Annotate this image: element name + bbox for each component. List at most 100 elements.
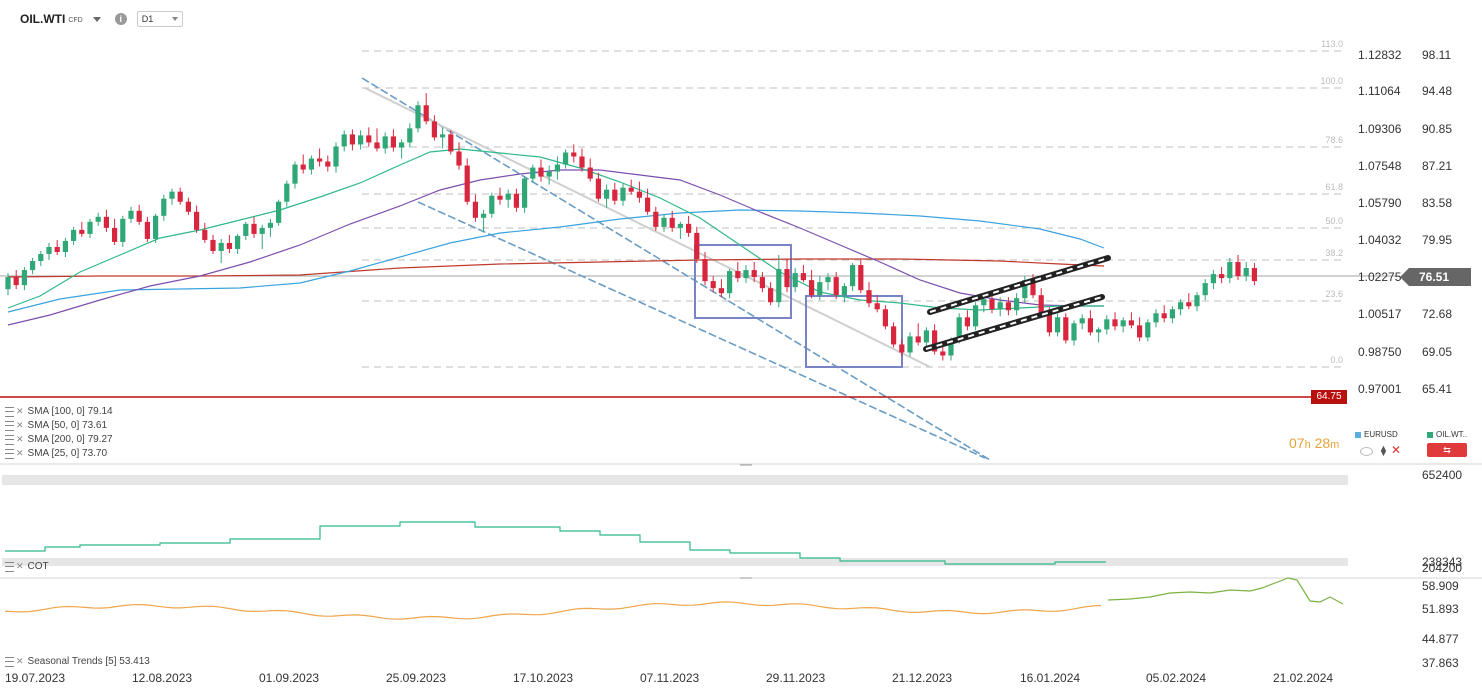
- swap-button[interactable]: ⇆: [1427, 443, 1467, 457]
- candle-body: [202, 229, 208, 240]
- candle-body: [686, 223, 692, 233]
- candle-body: [472, 201, 478, 218]
- date-tick: 25.09.2023: [386, 671, 446, 685]
- candle-body: [669, 217, 675, 228]
- close-icon[interactable]: ✕: [16, 448, 24, 458]
- current-price-tag: 76.51: [1400, 268, 1471, 286]
- chevron-down-icon: [171, 17, 178, 21]
- candle-body: [21, 270, 27, 286]
- chart-header: OIL.WTI CFD i D1: [20, 10, 183, 28]
- candle-body: [5, 277, 11, 290]
- candle-body: [751, 270, 757, 278]
- chevron-down-icon[interactable]: [92, 16, 101, 22]
- sma50-line: [7, 169, 1104, 326]
- timeframe-select[interactable]: D1: [136, 11, 183, 27]
- close-icon[interactable]: ✕: [1391, 443, 1402, 457]
- candle-body: [292, 164, 298, 184]
- candle-body: [87, 221, 93, 234]
- close-icon[interactable]: ✕: [16, 406, 24, 416]
- menu-icon[interactable]: [5, 561, 14, 572]
- candle-body: [46, 246, 52, 254]
- candle-body: [431, 121, 437, 138]
- cot-line: [5, 521, 1106, 565]
- candle-body: [628, 187, 634, 192]
- candle-body: [1194, 295, 1200, 307]
- eurusd-tick: 1.05790: [1358, 196, 1402, 210]
- wedge-dash-2: [925, 296, 1103, 350]
- candle-body: [973, 305, 979, 327]
- candle-body: [554, 164, 560, 172]
- oil-tick: 90.85: [1422, 122, 1452, 136]
- candle-body: [210, 239, 216, 251]
- seasonal-label[interactable]: ✕ Seasonal Trends [5] 53.413: [5, 656, 150, 667]
- candle-body: [243, 223, 249, 236]
- sma200-line: [7, 258, 1105, 278]
- candle-body: [1014, 298, 1020, 311]
- candle-body: [874, 303, 880, 310]
- fib-label: 38.2: [1325, 248, 1343, 258]
- candle-body: [325, 161, 331, 167]
- legend-sma200[interactable]: ✕ SMA [200, 0] 79.27: [5, 433, 117, 446]
- candle-body: [587, 167, 593, 179]
- candle-body: [710, 281, 716, 289]
- candle-body: [448, 134, 454, 152]
- candle-body: [809, 280, 815, 296]
- legend-label: SMA [50, 0] 73.61: [27, 420, 108, 431]
- seasonal-tick: 44.877: [1422, 632, 1459, 646]
- candle-body: [358, 135, 364, 145]
- candle-body: [276, 201, 282, 223]
- legend-sma25[interactable]: ✕ SMA [25, 0] 73.70: [5, 447, 111, 460]
- candle-body: [1071, 323, 1077, 341]
- candle-body: [1178, 302, 1184, 310]
- cot-label[interactable]: ✕ COT: [5, 561, 49, 572]
- rising-wedge: [923, 255, 1111, 352]
- menu-icon[interactable]: [5, 434, 14, 445]
- date-tick: 05.02.2024: [1146, 671, 1206, 685]
- candle-body: [54, 246, 60, 252]
- close-icon[interactable]: ✕: [16, 434, 24, 444]
- legend-label: SMA [100, 0] 79.14: [27, 406, 113, 417]
- candle-body: [341, 134, 347, 147]
- legend-sma50[interactable]: ✕ SMA [50, 0] 73.61: [5, 419, 111, 432]
- compare-oil-label: OIL.WT..: [1436, 430, 1468, 439]
- seasonal-future-line: [1107, 577, 1344, 605]
- candle-body: [1038, 295, 1044, 314]
- countdown-minutes: 28: [1314, 435, 1331, 451]
- candle-body: [784, 269, 790, 288]
- candle-body: [1055, 317, 1061, 333]
- menu-icon[interactable]: [5, 448, 14, 459]
- legend-sma100[interactable]: ✕ SMA [100, 0] 79.14: [5, 405, 117, 418]
- close-icon[interactable]: ✕: [16, 561, 24, 571]
- candle-body: [103, 216, 109, 228]
- close-icon[interactable]: ✕: [16, 420, 24, 430]
- candle-body: [1153, 313, 1159, 323]
- candle-body: [743, 270, 749, 279]
- candle-body: [899, 344, 905, 353]
- date-tick: 07.11.2023: [640, 671, 699, 685]
- compare-oil[interactable]: OIL.WT..: [1427, 430, 1467, 439]
- close-icon[interactable]: ✕: [16, 656, 24, 666]
- candle-body: [1161, 313, 1167, 319]
- menu-icon[interactable]: [5, 656, 14, 667]
- timeframe-value: D1: [141, 14, 154, 24]
- date-tick: 16.01.2024: [1020, 671, 1080, 685]
- oil-tick: 69.05: [1422, 345, 1452, 359]
- sort-icon[interactable]: ▲ ▼: [1379, 443, 1388, 458]
- candle-body: [620, 187, 626, 201]
- candle-body: [563, 152, 569, 165]
- candle-body: [235, 235, 241, 249]
- menu-icon[interactable]: [5, 420, 14, 431]
- countdown-hours: 07: [1289, 435, 1305, 451]
- eye-icon[interactable]: [1360, 447, 1373, 456]
- symbol-name[interactable]: OIL.WTI: [20, 12, 66, 26]
- compare-eurusd[interactable]: EURUSD: [1355, 430, 1398, 439]
- candle-body: [1079, 318, 1085, 324]
- menu-icon[interactable]: [5, 406, 14, 417]
- info-icon[interactable]: i: [114, 13, 127, 25]
- eurusd-tick: 1.00517: [1358, 307, 1402, 321]
- cot-band-top: [2, 475, 1348, 485]
- sma-lines: [7, 148, 1105, 326]
- candle-body: [546, 171, 552, 177]
- candle-body: [95, 216, 101, 222]
